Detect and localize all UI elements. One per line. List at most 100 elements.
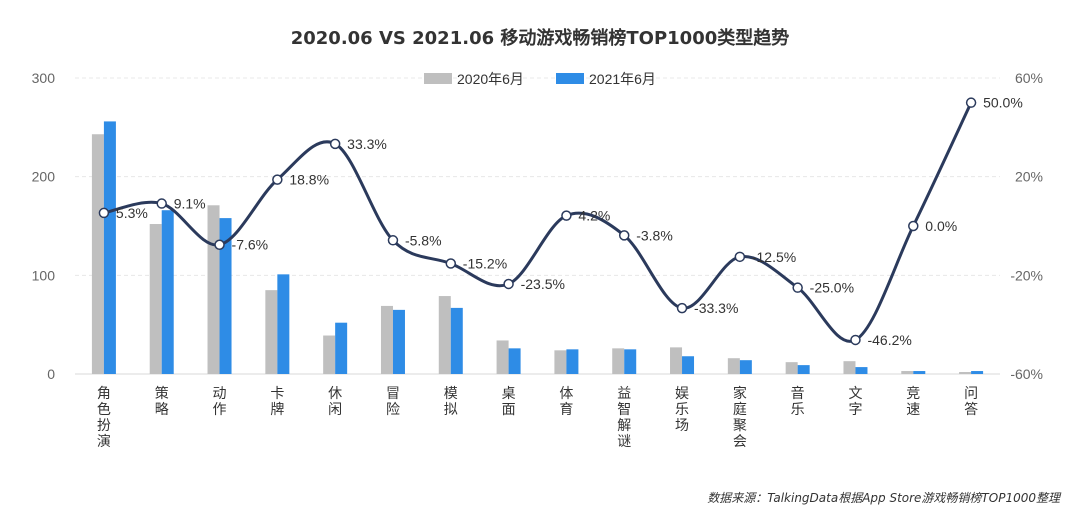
category-label-7: 桌面	[502, 386, 516, 418]
y-right-tick-label: 60%	[1015, 70, 1043, 86]
change-rate-point-9	[618, 230, 630, 241]
bars	[91, 121, 984, 374]
change-rate-point-4	[329, 138, 341, 150]
legend: 2020年6月 2021年6月	[424, 71, 656, 87]
bar-2021-2	[219, 218, 232, 374]
bar-2021-1	[161, 210, 174, 374]
change-rate-label-15: 50.0%	[983, 95, 1023, 111]
bar-2021-13	[855, 367, 868, 374]
change-rate-label-1: 9.1%	[174, 196, 206, 212]
bar-2021-11	[739, 360, 752, 374]
change-rate-label-7: -23.5%	[521, 276, 565, 292]
bar-2020-1	[149, 224, 162, 374]
bar-2021-6	[450, 307, 463, 374]
y-right-tick-label: 20%	[1015, 169, 1043, 185]
bar-2020-2	[207, 205, 220, 374]
y-right-tick-label: -60%	[1010, 366, 1043, 382]
bar-2021-5	[392, 309, 405, 374]
category-label-9: 益智解谜	[617, 386, 631, 450]
change-rate-point-14	[908, 220, 919, 232]
category-label-15: 问答	[964, 386, 978, 418]
category-label-14: 竞速	[906, 385, 920, 418]
bar-2021-15	[971, 371, 984, 374]
bar-2021-7	[508, 348, 521, 374]
category-label-13: 文字	[848, 386, 862, 418]
change-rate-point-3	[272, 174, 283, 185]
change-rate-point-7	[503, 278, 514, 290]
change-rate-point-8	[561, 210, 572, 221]
category-labels: 角色扮演 策略 动作 卡牌 休闲 冒险 模拟 桌面 体育 益智解谜 娱乐场 家庭聚会 音乐 文字 竞速 问答	[97, 385, 978, 450]
change-rate-point-2	[214, 239, 225, 250]
bar-2020-8	[554, 350, 567, 374]
bar-2021-12	[797, 365, 810, 374]
y-left-tick-label: 0	[47, 366, 55, 382]
legend-label-2021: 2021年6月	[589, 71, 656, 87]
change-rate-label-14: 0.0%	[925, 218, 957, 234]
change-rate-label-11: -12.5%	[752, 249, 796, 265]
change-rate-label-4: 33.3%	[347, 136, 387, 152]
change-rate-point-6	[445, 258, 457, 269]
change-rate-label-2: -7.6%	[232, 237, 269, 253]
bar-2021-8	[566, 349, 579, 374]
bar-2021-9	[624, 349, 637, 374]
bar-2020-5	[380, 305, 393, 374]
left-axis: 0 100 200 300	[32, 70, 56, 382]
legend-swatch-2021	[556, 73, 584, 84]
change-rate-label-13: -46.2%	[867, 332, 911, 348]
change-rate-label-8: 4.2%	[578, 208, 610, 224]
bar-2020-12	[785, 362, 798, 374]
change-rate-curve	[103, 102, 973, 343]
bar-2020-14	[901, 371, 914, 374]
bar-2021-4	[335, 322, 348, 374]
category-label-12: 音乐	[791, 385, 805, 418]
category-label-2: 动作	[213, 386, 227, 418]
change-rate-label-6: -15.2%	[463, 255, 507, 271]
y-left-tick-label: 100	[32, 267, 56, 283]
legend-swatch-2020	[424, 73, 452, 84]
change-rate-label-3: 18.8%	[289, 172, 329, 188]
change-rate-point-11	[734, 251, 746, 263]
change-rate-line: 5.3% 9.1% -7.6% 18.8% 33.3% -5.8% -15.2% -23.5%…	[98, 95, 1023, 348]
bar-2020-15	[959, 372, 972, 374]
change-rate-label-5: -5.8%	[405, 232, 442, 248]
bar-2020-13	[843, 361, 856, 374]
y-left-tick-label: 300	[32, 70, 56, 86]
bar-2020-0	[91, 134, 104, 374]
bar-2020-3	[265, 290, 278, 374]
category-label-8: 体育	[559, 386, 573, 418]
category-label-0: 角色扮演	[97, 386, 111, 450]
y-left-tick-label: 200	[32, 169, 56, 185]
bar-2021-10	[682, 356, 695, 374]
y-right-tick-label: -20%	[1010, 267, 1043, 283]
category-label-5: 冒险	[386, 386, 400, 418]
right-axis: -60% -20% 20% 60%	[1010, 70, 1043, 382]
change-rate-label-10: -33.3%	[694, 300, 738, 316]
change-rate-label-9: -3.8%	[636, 227, 673, 243]
bar-2021-3	[277, 274, 290, 374]
category-label-6: 模拟	[444, 386, 458, 418]
legend-label-2020: 2020年6月	[457, 71, 524, 87]
category-label-11: 家庭聚会	[733, 385, 747, 450]
change-rate-point-15	[965, 97, 977, 108]
bar-2020-4	[323, 335, 336, 374]
change-rate-point-13	[850, 334, 861, 346]
bar-2021-14	[913, 371, 926, 374]
change-rate-point-1	[156, 198, 167, 209]
change-rate-point-0	[98, 207, 110, 219]
change-rate-label-0: 5.3%	[116, 205, 148, 221]
change-rate-point-10	[676, 302, 688, 314]
source-note: 数据来源：TalkingData根据App Store游戏畅销榜TOP1000整…	[707, 491, 1062, 505]
bar-2020-11	[727, 358, 740, 374]
change-rate-point-5	[387, 235, 399, 246]
change-rate-point-12	[792, 282, 803, 293]
bar-2020-9	[612, 348, 625, 374]
category-label-4: 休闲	[328, 386, 342, 418]
bar-2020-7	[496, 340, 509, 374]
bar-2020-10	[670, 347, 683, 374]
chart-title: 2020.06 VS 2021.06 移动游戏畅销榜TOP1000类型趋势	[291, 27, 790, 49]
category-label-10: 娱乐场	[675, 386, 689, 434]
bar-2020-6	[438, 296, 451, 374]
change-rate-label-12: -25.0%	[810, 280, 854, 296]
category-label-1: 策略	[155, 385, 169, 418]
